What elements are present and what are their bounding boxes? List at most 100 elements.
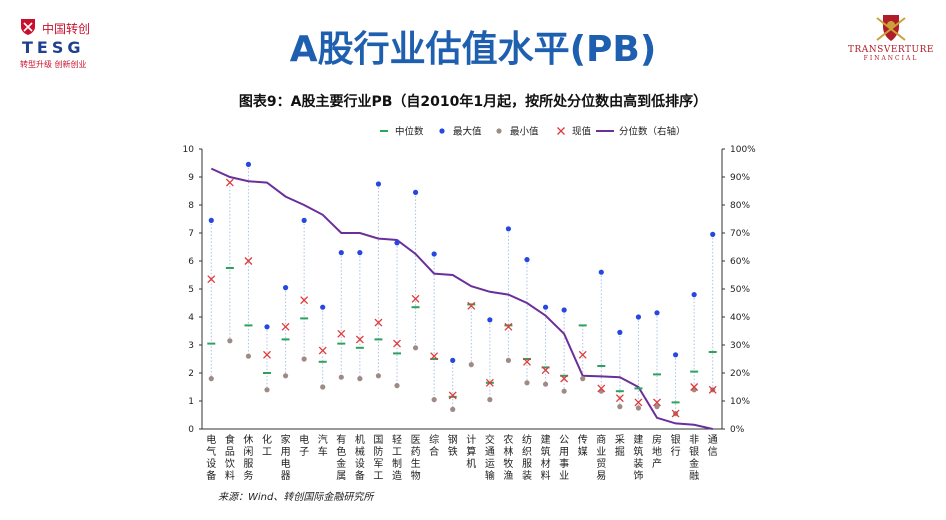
current-mark [504, 322, 513, 331]
current-mark [393, 339, 401, 348]
legend-current-swatch [557, 127, 565, 135]
max-point [561, 307, 567, 313]
current-mark [281, 322, 290, 331]
max-point [245, 161, 252, 167]
current-mark [207, 275, 216, 284]
max-point [710, 231, 716, 237]
current-mark [634, 398, 643, 407]
max-point [487, 317, 493, 323]
min-point [245, 353, 252, 359]
logo-right-name: TRANSVERTURE [848, 45, 934, 55]
y-left-tick-label: 3 [188, 341, 194, 351]
min-point [264, 387, 270, 393]
max-point [301, 217, 307, 223]
crest-icon [876, 15, 906, 41]
x-tick-label: 商业贸易 [596, 433, 606, 482]
x-tick-label: 家用电器 [281, 433, 291, 482]
y-right-tick-label: 60% [730, 257, 750, 267]
min-point [301, 356, 307, 362]
source-note: 来源：Wind、转创国际金融研究所 [218, 492, 374, 503]
y-right-tick-label: 50% [730, 285, 750, 295]
y-left-tick-label: 1 [188, 397, 194, 407]
current-mark [300, 296, 309, 305]
min-point [375, 373, 382, 379]
x-tick-label: 化工 [262, 433, 272, 458]
current-mark [597, 384, 606, 393]
x-tick-label: 食品饮料 [225, 433, 235, 482]
min-point [394, 383, 400, 389]
logo-left-cn: 中国转创 [42, 22, 91, 36]
max-point [542, 304, 549, 310]
current-mark [225, 178, 234, 187]
x-tick-label: 轻工制造 [392, 433, 402, 482]
x-tick-label: 银行 [671, 433, 681, 458]
logo-left-en: TESG [22, 38, 85, 57]
y-left-tick-label: 8 [188, 201, 194, 211]
legend-label: 现值 [572, 126, 592, 138]
current-mark [337, 329, 346, 338]
y-right-tick-label: 10% [730, 397, 750, 407]
legend-label: 最大值 [453, 126, 482, 138]
y-left-tick-label: 6 [188, 257, 194, 267]
min-point [450, 406, 456, 412]
current-mark [708, 385, 717, 394]
current-mark [430, 352, 439, 361]
x-tick-label: 休闲服务 [243, 434, 253, 482]
y-left-tick-label: 2 [188, 369, 194, 379]
chart-title: 图表9：A股主要行业PB（自2010年1月起，按所处分位数由高到低排序） [238, 94, 708, 110]
min-point [338, 374, 344, 380]
x-tick-label: 建筑材料 [541, 433, 551, 482]
x-tick-label: 国防军工 [373, 434, 383, 482]
current-mark [578, 350, 587, 359]
max-point [394, 240, 400, 246]
max-point [375, 181, 382, 187]
x-tick-label: 非银金融 [689, 434, 699, 482]
x-tick-label: 采掘 [615, 434, 625, 458]
min-point [282, 373, 289, 379]
logo-right-sub: FINANCIAL [863, 55, 919, 62]
x-tick-label: 综合 [429, 433, 439, 458]
max-point [598, 269, 604, 275]
x-tick-label: 机械设备 [355, 433, 365, 482]
legend-label: 中位数 [395, 126, 424, 138]
max-point [524, 257, 530, 263]
min-point [412, 345, 419, 351]
legend-min-swatch [496, 128, 502, 134]
logo-left-slogan: 转型升级 创新创业 [20, 60, 87, 69]
current-mark [263, 350, 271, 359]
x-tick-label: 电子 [299, 433, 309, 458]
legend-label: 最小值 [510, 126, 539, 138]
y-right-tick-label: 90% [730, 173, 750, 183]
x-tick-label: 交通运输 [485, 433, 495, 482]
current-mark [448, 391, 457, 400]
x-tick-label: 医药生物 [411, 434, 421, 482]
current-mark [485, 378, 494, 387]
x-tick-label: 建筑装饰 [633, 433, 643, 482]
max-point [654, 310, 660, 316]
max-point [691, 292, 697, 298]
x-tick-label: 电气设备 [206, 433, 216, 482]
max-point [431, 251, 437, 257]
x-tick-label: 计算机 [466, 433, 476, 470]
y-right-tick-label: 100% [730, 145, 756, 155]
min-point [505, 357, 512, 363]
x-tick-label: 通信 [708, 434, 718, 458]
x-tick-label: 传媒 [578, 434, 588, 458]
shield-icon [21, 19, 35, 35]
logo-tesg: 中国转创 TESG 转型升级 创新创业 [18, 14, 118, 72]
max-point [320, 304, 326, 310]
x-tick-label: 公用事业 [559, 435, 569, 482]
current-mark [541, 366, 550, 375]
max-point [282, 285, 289, 291]
legend-max-swatch [439, 128, 445, 134]
y-right-tick-label: 80% [730, 201, 750, 211]
min-point [208, 376, 214, 382]
logo-transverture: TRANSVERTURE FINANCIAL [848, 12, 934, 74]
current-mark [671, 409, 680, 418]
max-point [338, 250, 344, 256]
y-left-tick-label: 7 [188, 229, 194, 239]
current-mark [374, 318, 383, 327]
max-point [450, 357, 456, 363]
x-tick-label: 房地产 [652, 433, 662, 470]
current-mark [244, 257, 253, 265]
